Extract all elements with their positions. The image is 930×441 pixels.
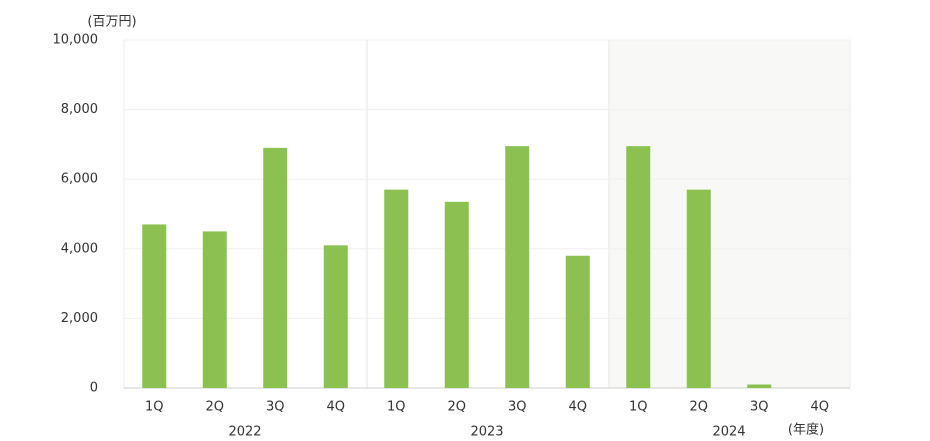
y-unit-label: (百万円) [87,15,136,30]
bar [263,147,288,388]
x-tick-label: 2Q [205,400,224,415]
y-tick-label: 2,000 [61,311,98,326]
bar [686,189,711,388]
x-tick-label: 1Q [145,400,164,415]
bar [565,255,590,388]
x-tick-label: 1Q [387,400,406,415]
y-tick-label: 6,000 [61,172,98,187]
group-label: 2023 [470,425,503,440]
x-unit-label: (年度) [788,422,824,438]
x-tick-label: 2Q [447,400,466,415]
bar [747,384,772,388]
bar [444,201,469,388]
y-tick-label: 10,000 [53,33,99,48]
x-tick-label: 3Q [266,400,285,415]
x-tick-label: 2Q [689,400,708,415]
bar [626,146,651,388]
x-tick-label: 4Q [568,400,587,415]
y-tick-label: 8,000 [61,102,98,117]
bar [323,245,348,388]
bar [202,231,227,388]
x-tick-label: 3Q [750,400,769,415]
y-tick-label: 4,000 [61,241,98,256]
y-tick-label: 0 [90,381,98,396]
bar [505,146,530,388]
group-label: 2024 [712,425,745,440]
x-tick-label: 1Q [629,400,648,415]
x-tick-label: 4Q [326,400,345,415]
x-tick-label: 3Q [508,400,527,415]
bar [384,189,409,388]
x-tick-label: 4Q [810,400,829,415]
bar [142,224,167,388]
group-label: 2022 [228,425,261,440]
